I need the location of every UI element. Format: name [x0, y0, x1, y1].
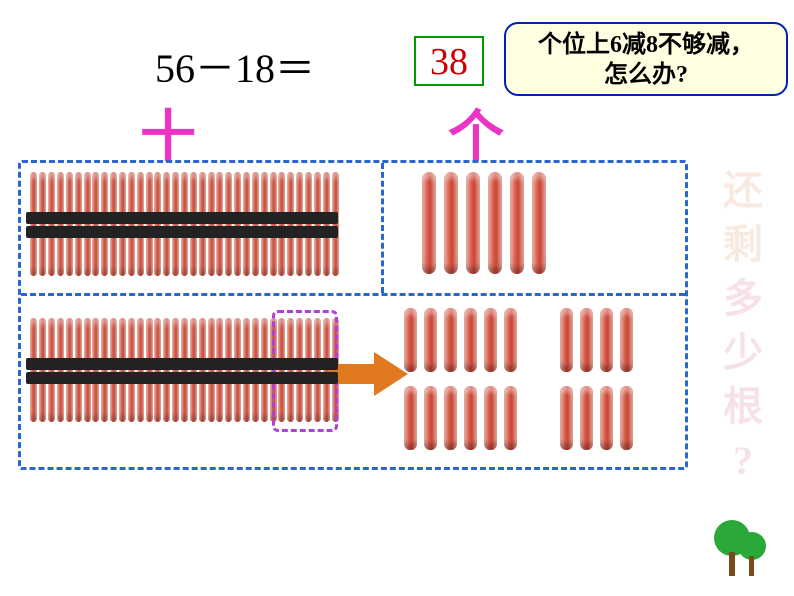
top-loose-sticks — [422, 172, 546, 274]
stick-group — [404, 308, 517, 372]
single-stick — [464, 308, 477, 372]
single-stick — [600, 386, 613, 450]
single-stick — [620, 386, 633, 450]
single-stick — [424, 386, 437, 450]
side-question: 还剩多少根? — [722, 164, 764, 488]
single-stick — [620, 308, 633, 372]
stick-group — [404, 386, 517, 450]
single-stick — [504, 308, 517, 372]
single-stick — [580, 386, 593, 450]
answer-box: 38 — [414, 36, 484, 86]
stick-bundle — [216, 318, 272, 422]
single-stick — [422, 172, 436, 274]
side-char: 少 — [723, 326, 763, 380]
tree-icon — [712, 508, 772, 580]
diagram-h-divider — [21, 293, 685, 296]
regroup-arrow — [328, 352, 408, 396]
single-stick — [504, 386, 517, 450]
single-stick — [532, 172, 546, 274]
single-stick — [444, 386, 457, 450]
stick-bundle — [216, 172, 272, 276]
single-stick — [488, 172, 502, 274]
side-char: 根 — [723, 380, 763, 434]
single-stick — [580, 308, 593, 372]
single-stick — [466, 172, 480, 274]
single-stick — [510, 172, 524, 274]
stick-bundle — [92, 318, 148, 422]
side-char: 剩 — [723, 218, 763, 272]
stick-bundle — [154, 318, 210, 422]
stick-bundle — [92, 172, 148, 276]
single-stick — [444, 172, 458, 274]
side-char: 还 — [723, 164, 763, 218]
stick-bundle — [30, 172, 86, 276]
equation-text: 56－18＝ — [155, 36, 315, 94]
single-stick — [444, 308, 457, 372]
stick-bundle — [154, 172, 210, 276]
stick-bundle — [30, 318, 86, 422]
single-stick — [404, 386, 417, 450]
single-stick — [560, 386, 573, 450]
single-stick — [464, 386, 477, 450]
single-stick — [404, 308, 417, 372]
single-stick — [424, 308, 437, 372]
side-char: ? — [733, 434, 753, 488]
side-char: 多 — [723, 272, 763, 326]
top-bundle-row — [30, 172, 334, 276]
single-stick — [484, 308, 497, 372]
hint-line-2: 怎么办? — [506, 60, 786, 90]
diagram-v-divider — [381, 163, 384, 293]
stick-group — [560, 386, 633, 450]
stick-bundle — [278, 172, 334, 276]
single-stick — [560, 308, 573, 372]
stick-group — [560, 308, 633, 372]
single-stick — [484, 386, 497, 450]
hint-callout: 个位上6减8不够减， 怎么办? — [504, 22, 788, 96]
hint-line-1: 个位上6减8不够减， — [506, 30, 786, 60]
single-stick — [600, 308, 613, 372]
